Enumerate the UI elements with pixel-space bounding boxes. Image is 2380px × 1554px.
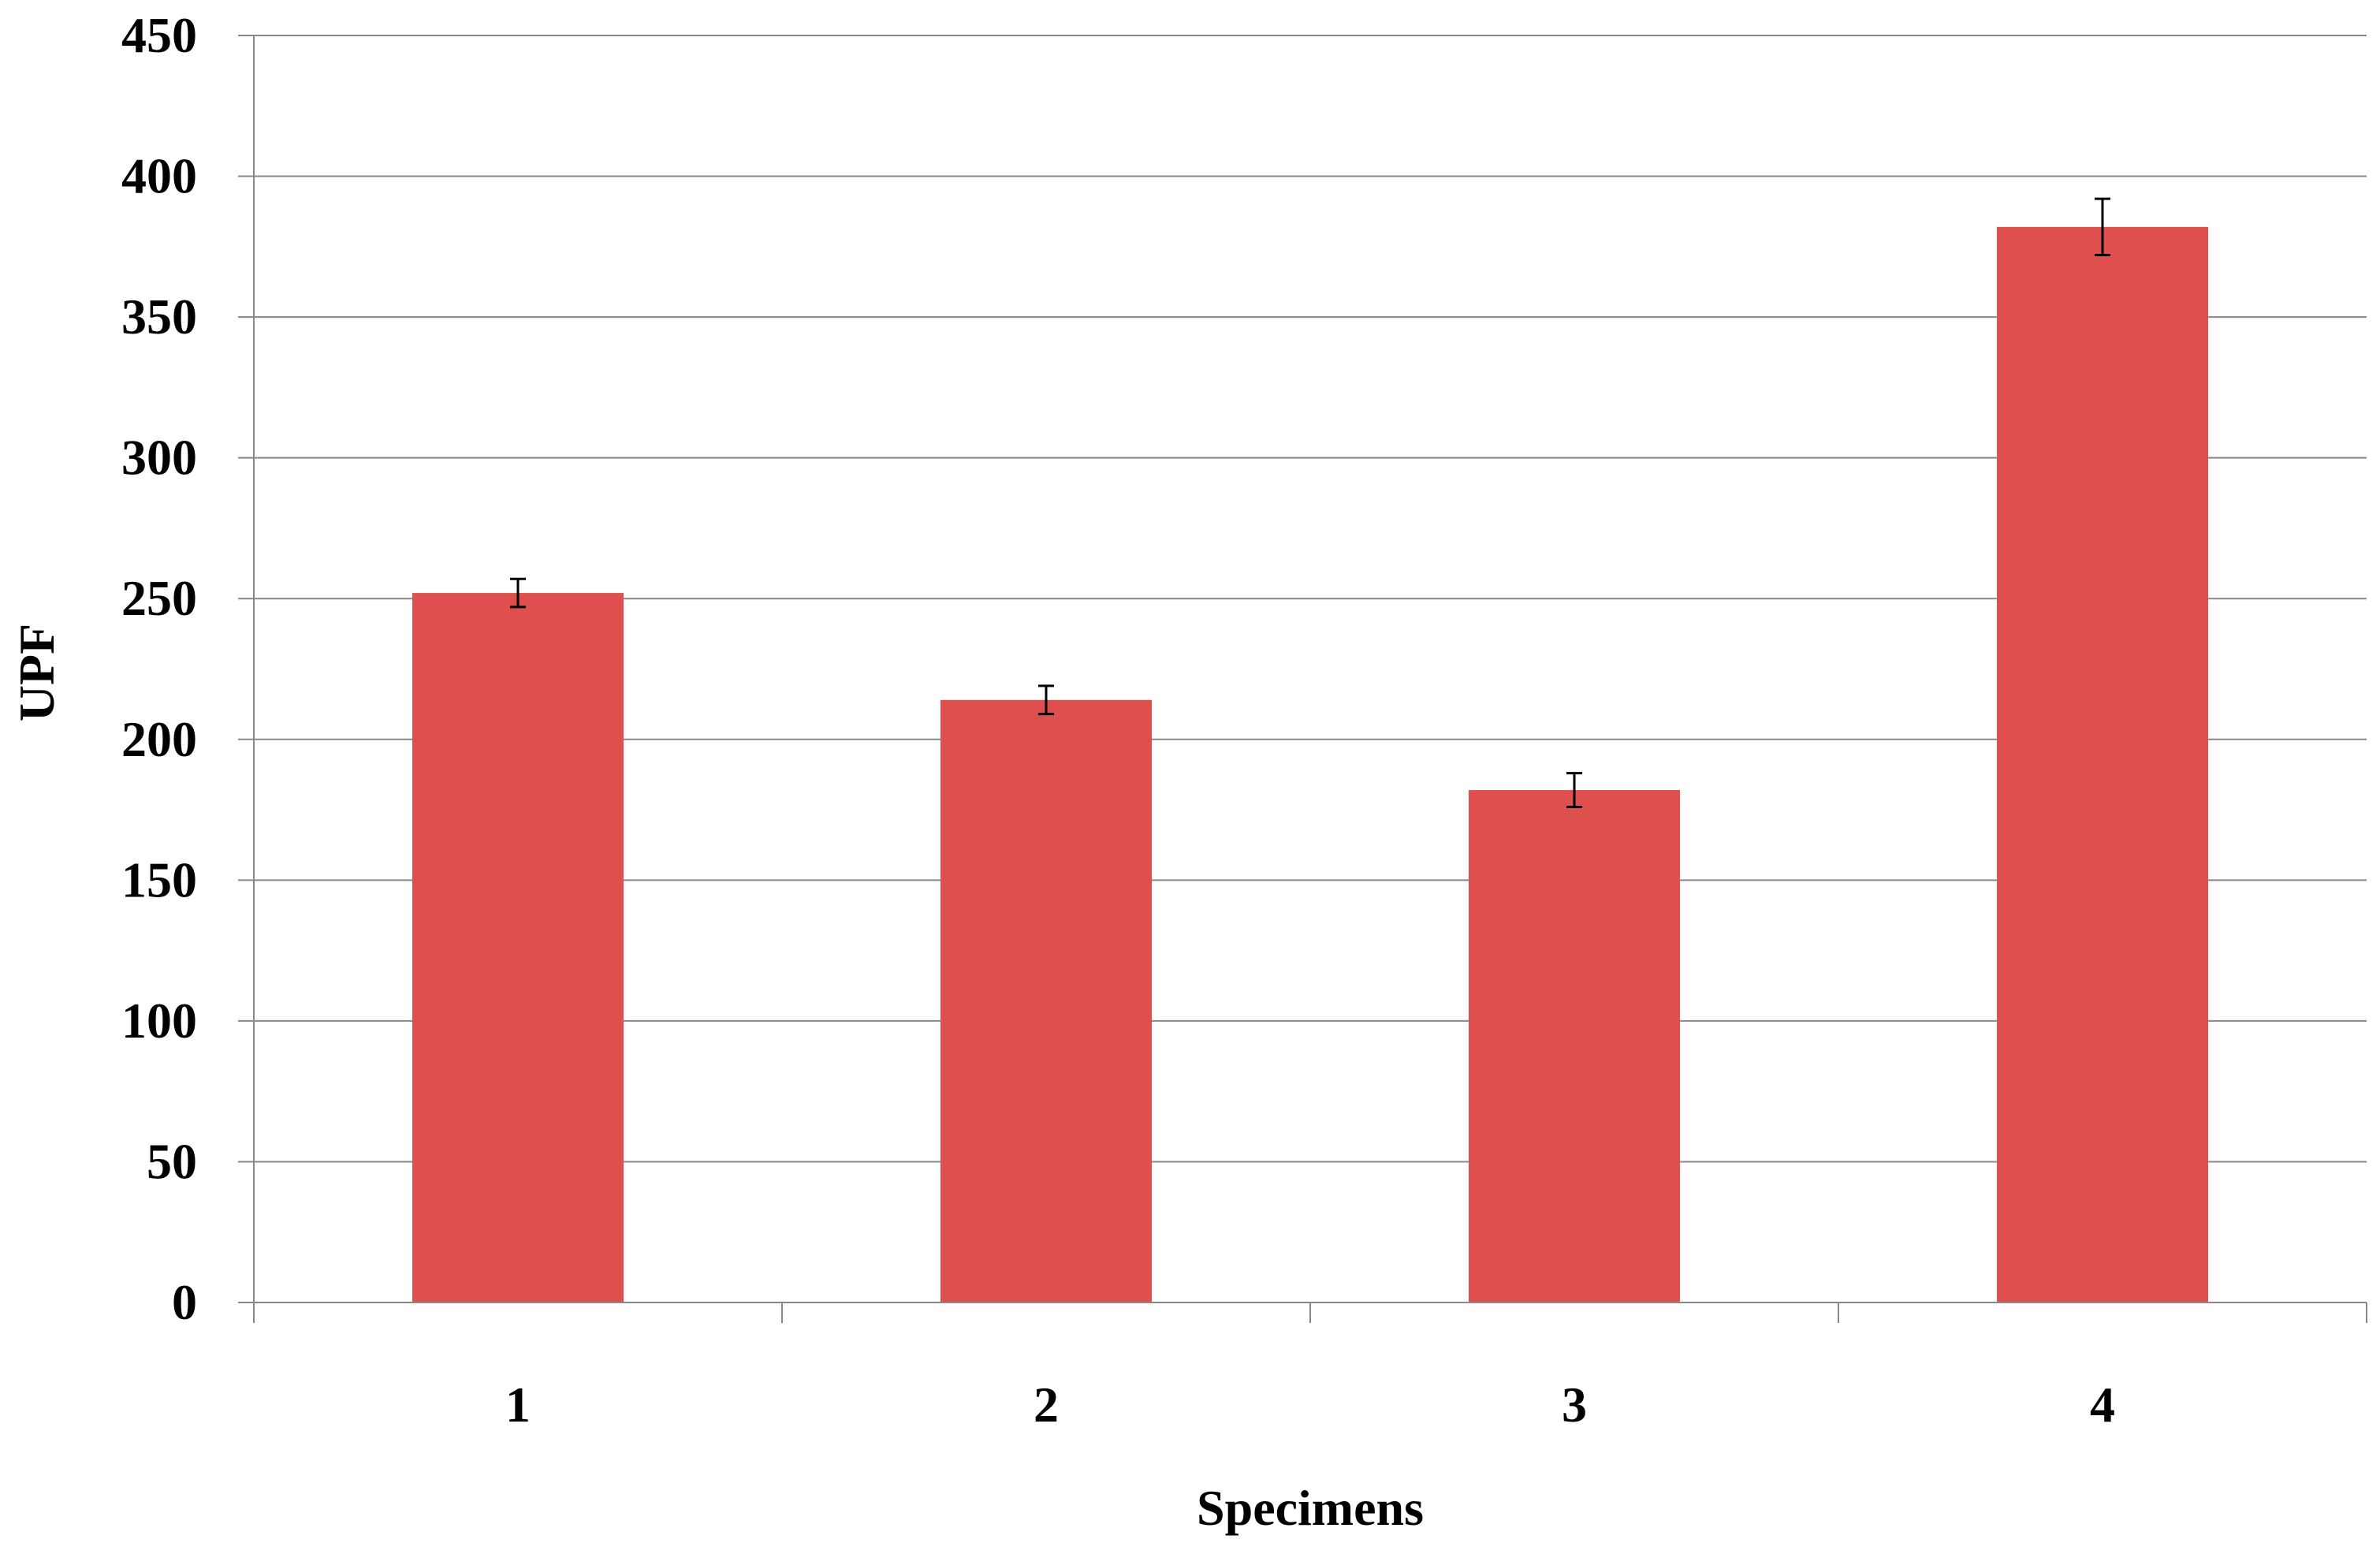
y-tick-label-100: 100 — [121, 993, 197, 1049]
bar-1 — [412, 593, 624, 1302]
y-tick-label-300: 300 — [121, 430, 197, 486]
y-tick-label-400: 400 — [121, 148, 197, 204]
bar-3 — [1469, 790, 1680, 1302]
x-tick-label-1: 1 — [505, 1377, 531, 1433]
x-tick-label-3: 3 — [1562, 1377, 1587, 1433]
x-tick-labels: 1 2 3 4 — [505, 1377, 2115, 1433]
y-tick-label-50: 50 — [147, 1133, 197, 1189]
y-axis-title: UPF — [9, 624, 65, 721]
bar-2 — [940, 699, 1152, 1302]
error-bars — [510, 197, 2110, 808]
axes — [238, 35, 2367, 1323]
error-bar-4 — [2095, 197, 2110, 257]
x-tick-label-2: 2 — [1034, 1377, 1059, 1433]
error-bar-3 — [1566, 772, 1582, 808]
y-tick-labels: 0 50 100 150 200 250 300 350 400 450 — [121, 7, 197, 1330]
y-tick-label-200: 200 — [121, 711, 197, 767]
error-bar-2 — [1038, 684, 1054, 716]
y-tick-label-250: 250 — [121, 570, 197, 626]
y-tick-label-350: 350 — [121, 289, 197, 345]
y-tick-label-450: 450 — [121, 7, 197, 63]
y-tick-label-0: 0 — [172, 1274, 197, 1330]
bar-4 — [1997, 226, 2208, 1302]
bars — [412, 226, 2208, 1302]
error-bar-1 — [510, 577, 526, 609]
y-tick-label-150: 150 — [121, 852, 197, 907]
x-axis-title: Specimens — [1197, 1480, 1424, 1536]
x-tick-label-4: 4 — [2090, 1377, 2115, 1433]
